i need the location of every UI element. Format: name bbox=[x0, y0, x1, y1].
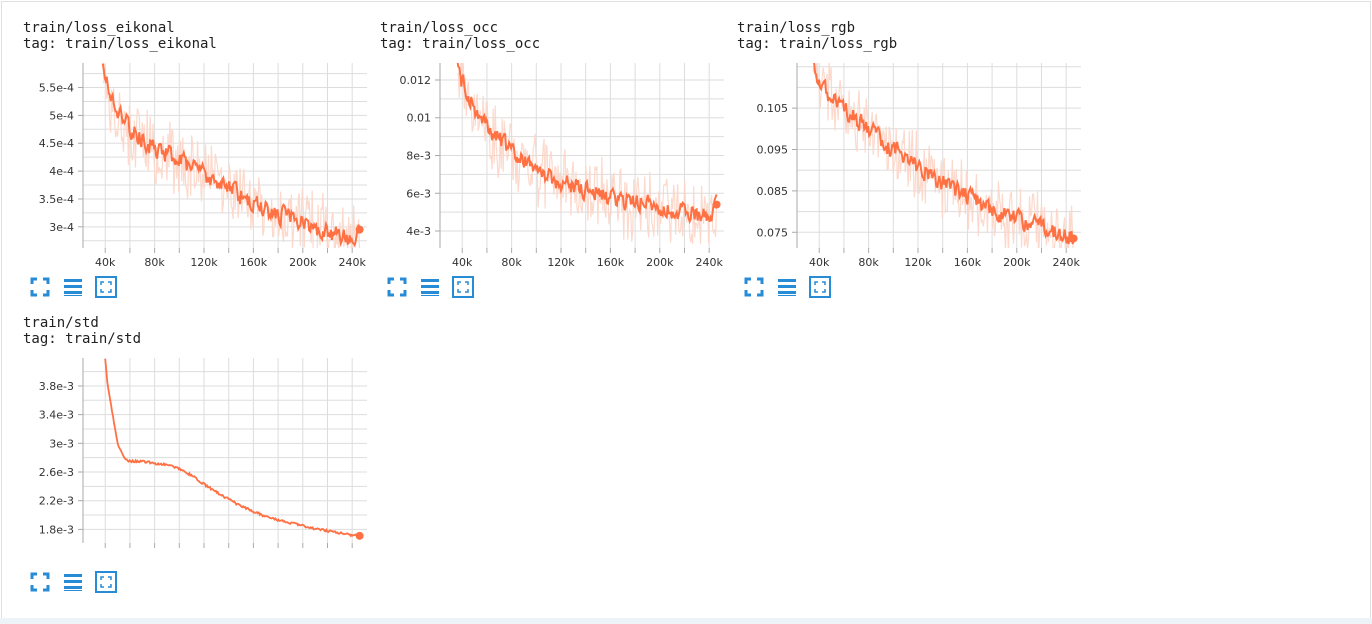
raw-series-line bbox=[812, 63, 1074, 248]
x-tick-label: 160k bbox=[954, 256, 982, 269]
chart-title: train/loss_eikonal bbox=[23, 20, 175, 36]
expand-icon[interactable] bbox=[386, 276, 408, 298]
y-tick-label: 4e-3 bbox=[406, 225, 431, 238]
fit-domain-icon[interactable] bbox=[95, 276, 117, 298]
x-tick-label: 240k bbox=[695, 256, 723, 269]
y-tick-label: 6e-3 bbox=[406, 187, 431, 200]
toggle-log-scale-icon[interactable] bbox=[776, 276, 798, 298]
chart-tag: tag: train/loss_occ bbox=[380, 36, 541, 52]
x-tick-label: 160k bbox=[597, 256, 625, 269]
y-tick-label: 4e-4 bbox=[49, 165, 74, 178]
y-tick-label: 3.8e-3 bbox=[39, 380, 74, 393]
y-tick-label: 8e-3 bbox=[406, 150, 431, 163]
line-chart[interactable]: 0.075 0.085 0.095 0.105 40k 80k 120k 160k 200k 24… bbox=[737, 56, 1087, 276]
y-tick-label: 0.075 bbox=[757, 226, 789, 239]
chart-card-loss-occ: train/loss_occ tag: train/loss_occ 4e-3 6… bbox=[380, 20, 730, 310]
y-tick-label: 2.6e-3 bbox=[39, 466, 74, 479]
y-tick-label: 2.2e-3 bbox=[39, 495, 74, 508]
x-tick-label: 200k bbox=[1003, 256, 1031, 269]
x-tick-label: 120k bbox=[904, 256, 932, 269]
x-tick-label: 160k bbox=[240, 256, 268, 269]
expand-icon[interactable] bbox=[743, 276, 765, 298]
bottom-scroll-strip bbox=[0, 618, 1372, 624]
x-tick-label: 40k bbox=[809, 256, 830, 269]
chart-title: train/loss_rgb bbox=[737, 20, 856, 36]
plot-area bbox=[456, 63, 718, 245]
x-tick-label: 80k bbox=[144, 256, 165, 269]
toggle-log-scale-icon[interactable] bbox=[62, 276, 84, 298]
y-tick-label: 4.5e-4 bbox=[39, 137, 74, 150]
y-tick-label: 5.5e-4 bbox=[39, 82, 74, 95]
x-tick-label: 120k bbox=[547, 256, 575, 269]
last-value-marker bbox=[712, 200, 721, 209]
chart-tag: tag: train/loss_rgb bbox=[737, 36, 898, 52]
smoothed-series-line bbox=[813, 63, 1075, 245]
y-tick-label: 0.095 bbox=[757, 143, 789, 156]
x-tick-label: 120k bbox=[190, 256, 218, 269]
x-tick-label: 40k bbox=[95, 256, 116, 269]
x-tick-label: 80k bbox=[858, 256, 879, 269]
chart-card-std: train/std tag: train/std 1.8e-3 2.2e-3 2.6… bbox=[23, 315, 373, 605]
chart-card-loss-rgb: train/loss_rgb tag: train/loss_rgb 0.075… bbox=[737, 20, 1087, 310]
expand-icon[interactable] bbox=[29, 276, 51, 298]
x-tick-label: 240k bbox=[338, 256, 366, 269]
x-tick-label: 40k bbox=[452, 256, 473, 269]
last-value-marker bbox=[1069, 234, 1078, 243]
y-tick-label: 0.012 bbox=[400, 74, 432, 87]
y-tick-label: 0.085 bbox=[757, 185, 789, 198]
expand-icon[interactable] bbox=[29, 571, 51, 593]
y-tick-label: 0.01 bbox=[407, 112, 432, 125]
y-tick-label: 3.4e-3 bbox=[39, 409, 74, 422]
line-chart[interactable]: 1.8e-3 2.2e-3 2.6e-3 3e-3 3.4e-3 3.8e-3 bbox=[23, 351, 373, 571]
last-value-marker bbox=[355, 531, 364, 540]
y-tick-label: 3.5e-4 bbox=[39, 193, 74, 206]
chart-tag: tag: train/loss_eikonal bbox=[23, 36, 217, 52]
y-tick-label: 1.8e-3 bbox=[39, 523, 74, 536]
line-chart[interactable]: 4e-3 6e-3 8e-3 0.01 0.012 40k 80k 120k 160k 200k 2… bbox=[380, 56, 730, 276]
y-tick-label: 3e-4 bbox=[49, 221, 74, 234]
chart-title: train/loss_occ bbox=[380, 20, 499, 36]
plot-area bbox=[812, 63, 1075, 248]
plot-area bbox=[104, 358, 360, 538]
y-tick-label: 3e-3 bbox=[49, 437, 74, 450]
x-tick-label: 200k bbox=[289, 256, 317, 269]
line-chart[interactable]: 3e-4 3.5e-4 4e-4 4.5e-4 5e-4 5.5e-4 40k 80k 120k… bbox=[23, 56, 373, 276]
y-tick-label: 0.105 bbox=[757, 102, 789, 115]
fit-domain-icon[interactable] bbox=[809, 276, 831, 298]
smoothed-series-line bbox=[456, 63, 718, 225]
chart-tag: tag: train/std bbox=[23, 331, 142, 347]
fit-domain-icon[interactable] bbox=[95, 571, 117, 593]
x-tick-label: 240k bbox=[1052, 256, 1080, 269]
raw-series-line bbox=[102, 63, 360, 248]
x-tick-label: 200k bbox=[646, 256, 674, 269]
last-value-marker bbox=[355, 225, 364, 234]
toggle-log-scale-icon[interactable] bbox=[419, 276, 441, 298]
toggle-log-scale-icon[interactable] bbox=[62, 571, 84, 593]
x-tick-label: 80k bbox=[501, 256, 522, 269]
plot-area bbox=[101, 63, 361, 248]
y-tick-label: 5e-4 bbox=[49, 109, 74, 122]
chart-title: train/std bbox=[23, 315, 99, 331]
fit-domain-icon[interactable] bbox=[452, 276, 474, 298]
chart-card-loss-eikonal: train/loss_eikonal tag: train/loss_eikon… bbox=[23, 20, 373, 310]
series-line bbox=[104, 358, 360, 538]
smoothed-series-line bbox=[101, 63, 361, 248]
